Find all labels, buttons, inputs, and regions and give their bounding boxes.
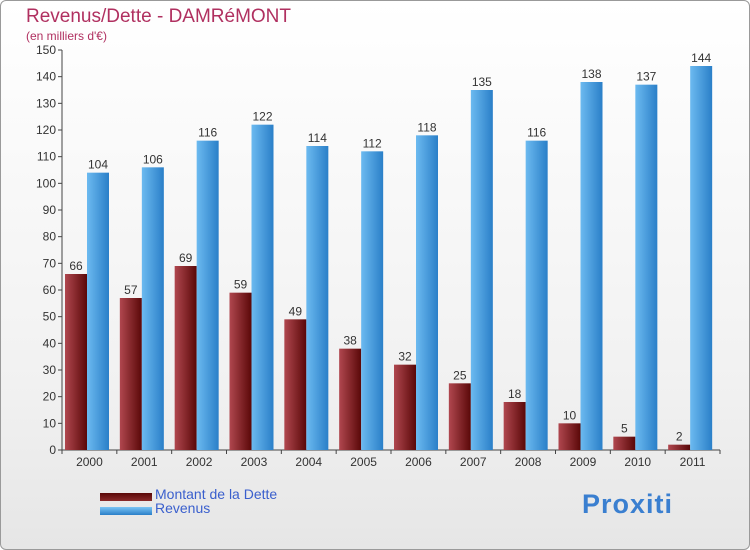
bar-debt (448, 383, 471, 450)
x-tick-label: 2007 (460, 455, 487, 469)
bar-debt (174, 266, 197, 450)
x-tick-label: 2004 (295, 455, 322, 469)
bar-revenue (580, 82, 603, 450)
x-tick-label: 2011 (680, 455, 706, 469)
x-tick-label: 2010 (624, 455, 651, 469)
legend-swatch-debt (100, 493, 152, 501)
data-label-debt: 25 (453, 368, 467, 382)
x-tick-label: 2008 (515, 455, 542, 469)
bar-revenue (635, 84, 658, 451)
data-label-debt: 66 (69, 259, 83, 273)
data-label-revenue: 138 (581, 67, 601, 81)
y-tick-label: 120 (36, 123, 56, 137)
x-tick-label: 2009 (570, 455, 597, 469)
data-label-debt: 57 (124, 283, 138, 297)
data-label-debt: 49 (289, 304, 303, 318)
data-label-debt: 2 (676, 430, 683, 444)
y-tick-label: 140 (36, 70, 56, 84)
bar-revenue (690, 66, 713, 450)
bar-debt (65, 274, 87, 450)
data-label-revenue: 118 (417, 120, 436, 134)
x-tick-label: 2006 (405, 455, 432, 469)
data-label-debt: 10 (563, 408, 577, 422)
bar-revenue (196, 140, 219, 450)
x-tick-label: 2005 (350, 455, 377, 469)
data-labels-group: 66 57 69 59 49 38 32 25 18 10 5 2 104 106 116 122 114 112… (69, 51, 711, 444)
y-tick-label: 10 (43, 416, 57, 430)
x-tick-label: 2001 (131, 455, 158, 469)
bar-revenue (470, 90, 493, 450)
y-tick-label: 40 (43, 336, 57, 350)
data-label-revenue: 116 (527, 126, 546, 140)
data-label-revenue: 135 (472, 75, 492, 89)
bar-revenue (361, 151, 384, 451)
proxiti-logo: Proxiti (582, 489, 673, 519)
bar-debt (284, 319, 307, 450)
y-tick-label: 70 (43, 256, 57, 270)
bar-revenue (416, 135, 438, 451)
data-label-revenue: 116 (198, 126, 217, 140)
data-label-revenue: 114 (308, 131, 327, 145)
bar-debt (668, 444, 691, 450)
x-tick-label: 2000 (76, 455, 103, 469)
y-tick-label: 110 (37, 150, 56, 164)
bar-debt (119, 298, 142, 450)
bars-group (65, 66, 713, 451)
y-tick-label: 50 (43, 310, 57, 324)
data-label-debt: 38 (343, 334, 357, 348)
proxiti-logo-text: Proxiti (582, 489, 673, 519)
data-label-revenue: 104 (88, 158, 108, 172)
bar-revenue (306, 146, 329, 450)
chart-subtitle: (en milliers d'€) (26, 29, 107, 43)
bar-revenue (141, 167, 164, 451)
data-label-debt: 32 (398, 350, 412, 364)
bar-revenue (87, 172, 109, 450)
y-tick-label: 30 (43, 363, 57, 377)
data-label-debt: 69 (179, 251, 193, 265)
bar-debt (613, 436, 636, 450)
data-label-debt: 18 (508, 387, 522, 401)
data-label-revenue: 106 (143, 152, 163, 166)
legend-label-debt: Montant de la Dette (155, 486, 278, 502)
chart-title: Revenus/Dette - DAMRéMONT (26, 6, 292, 27)
bar-revenue (525, 140, 548, 450)
bar-debt (503, 402, 526, 450)
bar-debt (229, 292, 252, 450)
data-label-revenue: 122 (252, 110, 272, 124)
y-tick-label: 90 (43, 203, 57, 217)
y-tick-label: 80 (43, 230, 57, 244)
y-tick-label: 100 (36, 176, 56, 190)
y-tick-label: 130 (36, 96, 56, 110)
data-label-revenue: 112 (363, 136, 382, 150)
legend-label-revenue: Revenus (155, 500, 211, 516)
axes: 0 10 20 30 40 50 60 70 80 90 100 110 120 130 140 150 200… (36, 43, 721, 469)
y-tick-label: 0 (49, 443, 56, 457)
data-label-debt: 5 (621, 422, 628, 436)
y-tick-label: 20 (43, 390, 57, 404)
legend-swatch-revenue (100, 507, 152, 515)
data-label-revenue: 137 (636, 70, 656, 84)
bar-debt (558, 423, 581, 450)
y-tick-label: 150 (36, 43, 56, 57)
bar-debt (394, 364, 416, 450)
y-tick-label: 60 (43, 283, 57, 297)
bar-debt (339, 348, 362, 450)
x-tick-label: 2003 (241, 455, 268, 469)
data-label-debt: 59 (234, 278, 248, 292)
data-label-revenue: 144 (691, 51, 711, 65)
x-tick-label: 2002 (186, 455, 213, 469)
bar-revenue (251, 124, 274, 451)
